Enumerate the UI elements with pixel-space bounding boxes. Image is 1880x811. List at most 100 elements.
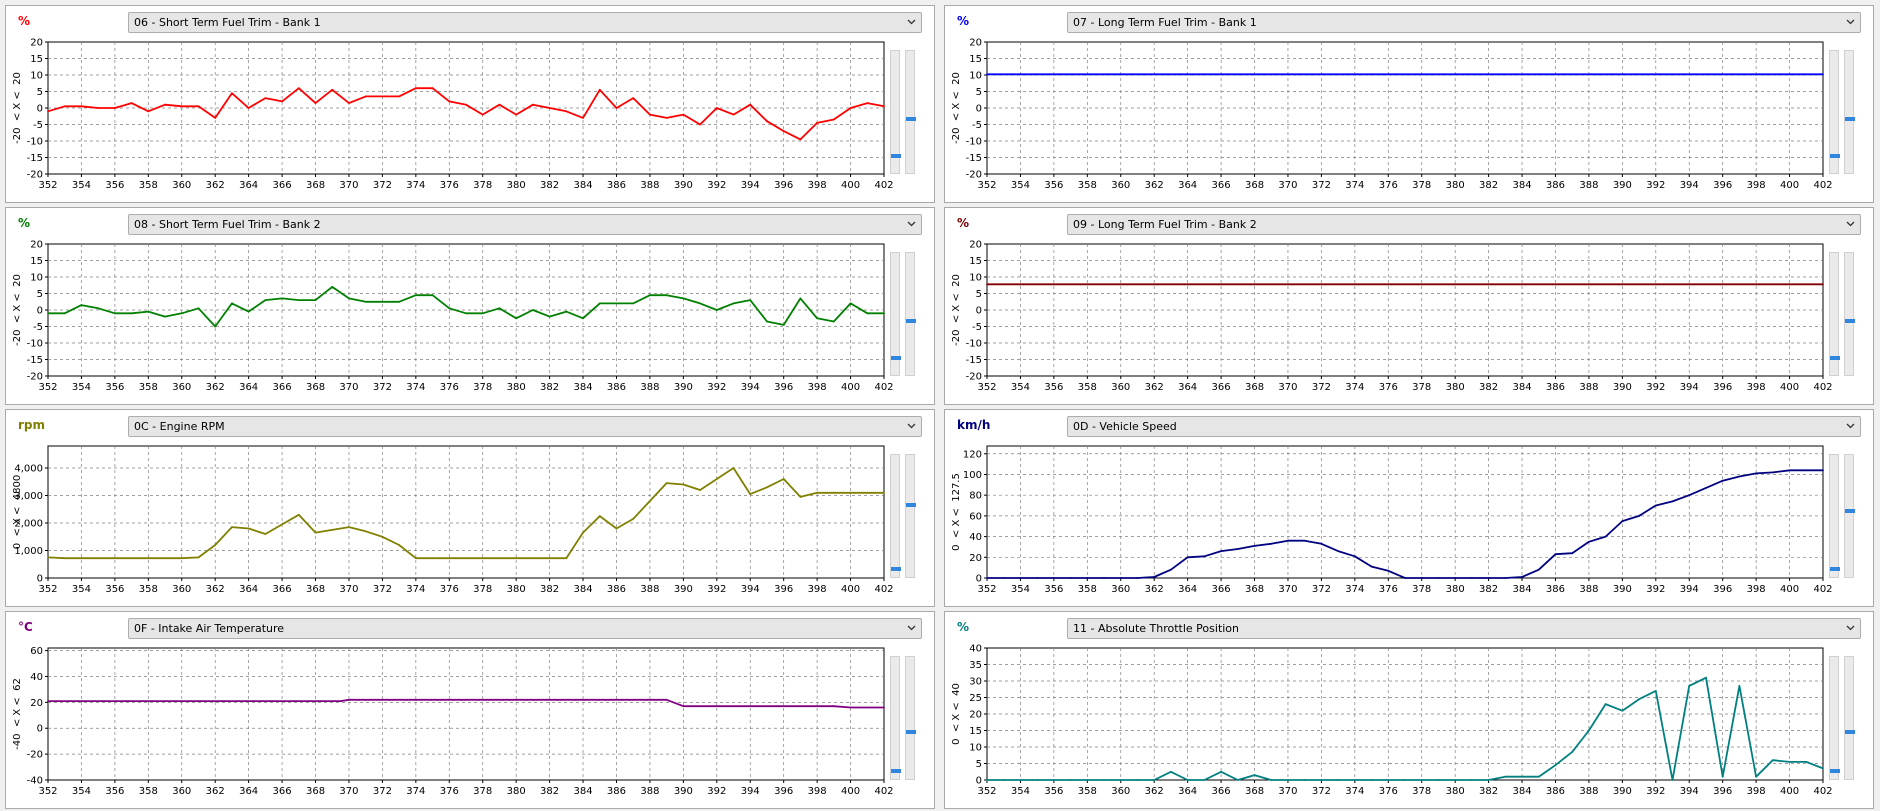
data-point: [1571, 751, 1574, 753]
data-point: [832, 705, 835, 708]
slider-thumb[interactable]: [1830, 356, 1840, 360]
x-tick-label: 394: [1680, 584, 1699, 595]
y-tick-label: -5: [972, 322, 982, 333]
pid-selector-dropdown[interactable]: 0C - Engine RPM: [128, 416, 922, 437]
y-tick-label: 5: [976, 759, 982, 770]
x-tick-label: 354: [1011, 180, 1030, 191]
pid-selector-dropdown[interactable]: 06 - Short Term Fuel Trim - Bank 1: [128, 12, 922, 33]
data-point: [314, 299, 317, 301]
y-tick-label: 0: [37, 306, 43, 317]
x-tick-label: 362: [206, 786, 225, 797]
data-point: [849, 302, 852, 305]
max-range-slider[interactable]: [1844, 454, 1855, 578]
data-point: [582, 317, 584, 320]
slider-thumb[interactable]: [906, 319, 916, 323]
max-range-slider[interactable]: [1844, 656, 1855, 780]
y-tick-label: -20: [27, 372, 43, 383]
y-tick-label: 5: [37, 87, 43, 98]
slider-thumb[interactable]: [1845, 509, 1855, 513]
slider-thumb[interactable]: [1830, 154, 1840, 158]
data-point: [498, 557, 501, 560]
pid-selector-dropdown[interactable]: 0F - Intake Air Temperature: [128, 618, 922, 639]
data-point: [849, 491, 852, 494]
min-range-slider[interactable]: [890, 50, 901, 174]
chevron-down-icon: [907, 221, 916, 227]
x-tick-label: 390: [674, 180, 693, 191]
slider-thumb[interactable]: [906, 503, 916, 507]
data-point: [682, 705, 685, 708]
max-range-slider[interactable]: [905, 454, 916, 578]
chevron-down-icon: [1846, 625, 1855, 631]
slider-thumb[interactable]: [891, 567, 901, 571]
slider-thumb[interactable]: [1845, 117, 1855, 121]
min-range-slider[interactable]: [890, 252, 901, 376]
x-tick-label: 400: [841, 584, 860, 595]
max-range-slider[interactable]: [905, 656, 916, 780]
x-tick-label: 388: [1579, 382, 1598, 393]
slider-thumb[interactable]: [906, 117, 916, 121]
x-tick-label: 360: [172, 382, 191, 393]
y-tick-label: -5: [972, 120, 982, 131]
x-tick-label: 394: [1680, 382, 1699, 393]
x-tick-label: 386: [1546, 584, 1565, 595]
slider-thumb[interactable]: [1830, 567, 1840, 571]
x-tick-label: 392: [1646, 180, 1665, 191]
data-point: [164, 557, 166, 560]
pid-selector-dropdown[interactable]: 0D - Vehicle Speed: [1067, 416, 1861, 437]
max-range-slider[interactable]: [905, 252, 916, 376]
slider-thumb[interactable]: [1845, 730, 1855, 734]
data-point: [164, 315, 166, 318]
x-tick-label: 352: [38, 786, 57, 797]
min-range-slider[interactable]: [1829, 252, 1840, 376]
x-tick-label: 400: [1780, 382, 1799, 393]
min-range-slider[interactable]: [890, 656, 901, 780]
data-point: [1236, 548, 1239, 550]
x-tick-label: 364: [1178, 786, 1197, 797]
data-point: [1370, 779, 1373, 781]
min-range-slider[interactable]: [1829, 454, 1840, 578]
pid-selector-dropdown[interactable]: 08 - Short Term Fuel Trim - Bank 2: [128, 214, 922, 235]
slider-thumb[interactable]: [891, 154, 901, 158]
y-tick-label: 10: [969, 71, 982, 82]
y-tick-label: 25: [969, 693, 982, 704]
slider-thumb[interactable]: [906, 730, 916, 734]
max-range-slider[interactable]: [1844, 50, 1855, 174]
pid-selector-dropdown[interactable]: 09 - Long Term Fuel Trim - Bank 2: [1067, 214, 1861, 235]
slider-thumb[interactable]: [1845, 319, 1855, 323]
x-tick-label: 386: [1546, 180, 1565, 191]
max-range-slider[interactable]: [1844, 252, 1855, 376]
data-point: [398, 544, 400, 546]
data-point: [180, 105, 183, 108]
chart-panel: % 06 - Short Term Fuel Trim - Bank 1 20 15 1…: [5, 5, 935, 203]
pid-selector-dropdown[interactable]: 11 - Absolute Throttle Position: [1067, 618, 1861, 639]
data-point: [80, 557, 83, 560]
pid-selector-dropdown[interactable]: 07 - Long Term Fuel Trim - Bank 1: [1067, 12, 1861, 33]
data-point: [1170, 770, 1172, 773]
min-range-slider[interactable]: [1829, 656, 1840, 780]
data-point: [1002, 779, 1005, 781]
x-tick-label: 392: [1646, 584, 1665, 595]
x-tick-label: 364: [239, 584, 258, 595]
x-tick-label: 378: [1412, 786, 1431, 797]
data-point: [348, 102, 350, 104]
data-point: [1053, 779, 1055, 781]
min-range-slider[interactable]: [890, 454, 901, 578]
data-point: [63, 312, 66, 315]
x-tick-label: 372: [1312, 180, 1331, 191]
data-point: [986, 577, 988, 579]
y-tick-label: -10: [27, 137, 43, 148]
min-range-slider[interactable]: [1829, 50, 1840, 174]
x-tick-label: 370: [1278, 382, 1297, 393]
slider-thumb[interactable]: [1830, 769, 1840, 773]
data-point: [214, 325, 217, 328]
x-tick-label: 402: [1813, 786, 1832, 797]
max-range-slider[interactable]: [905, 50, 916, 174]
slider-thumb[interactable]: [891, 769, 901, 773]
data-point: [1638, 698, 1640, 701]
y-tick-label: 15: [30, 256, 43, 267]
slider-thumb[interactable]: [891, 356, 901, 360]
x-tick-label: 360: [172, 584, 191, 595]
data-point: [297, 513, 300, 516]
y-tick-label: -20: [966, 170, 982, 181]
